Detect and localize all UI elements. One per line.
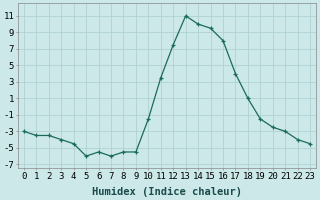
X-axis label: Humidex (Indice chaleur): Humidex (Indice chaleur) [92,186,242,197]
